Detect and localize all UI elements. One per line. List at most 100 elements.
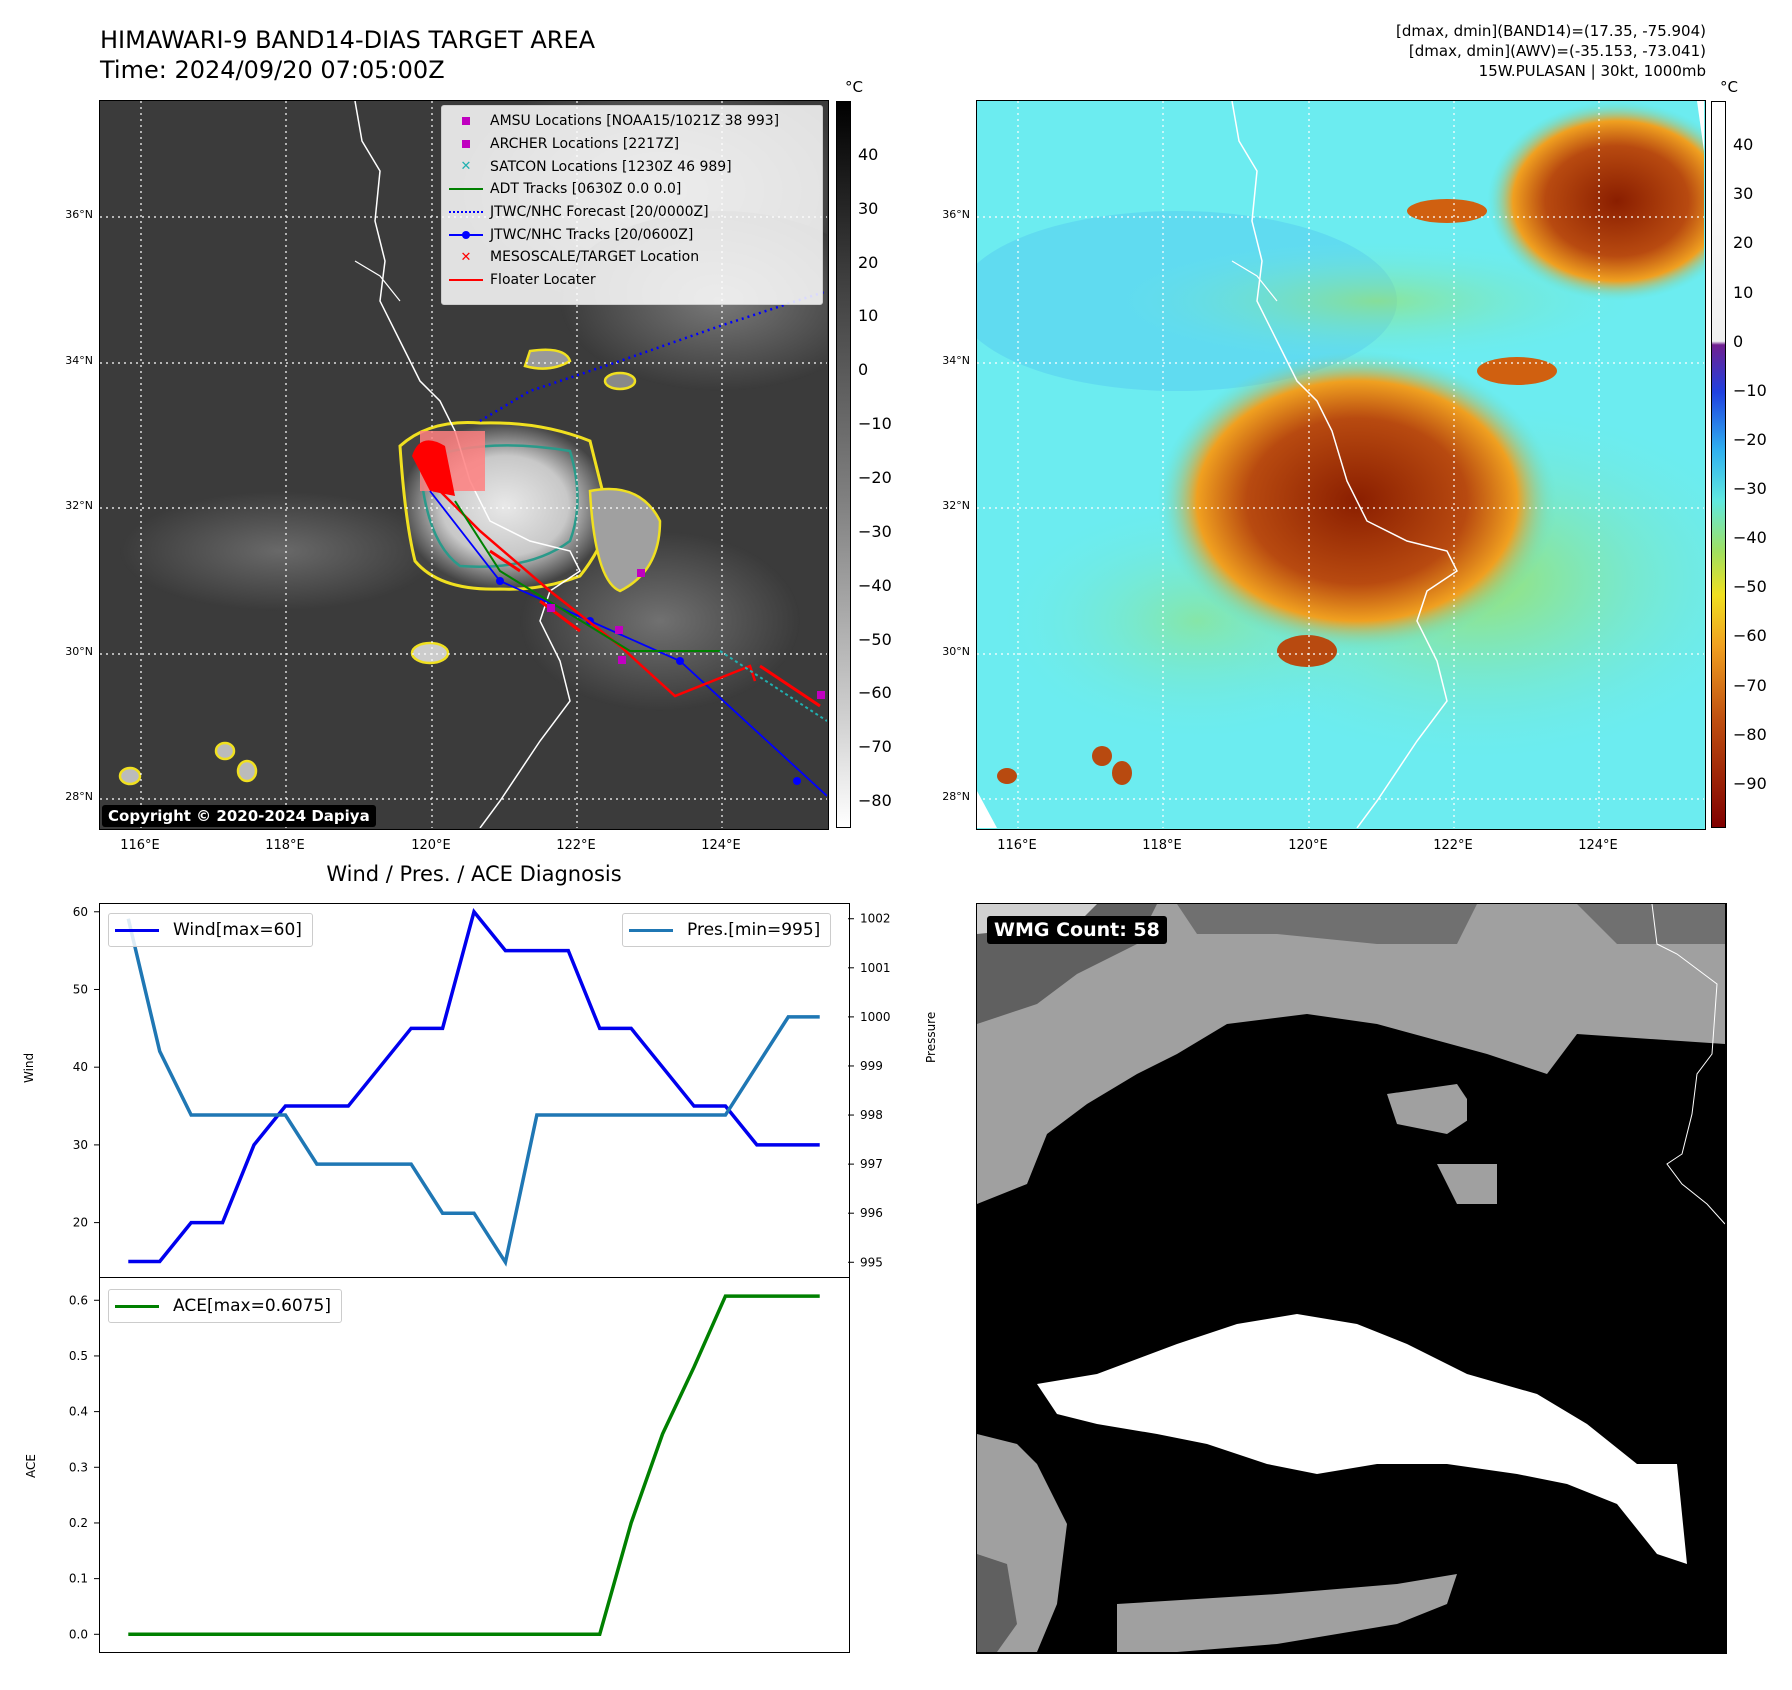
pressure-axis-label: Pressure <box>924 1011 938 1063</box>
colorbar-tick-label: −80 <box>858 791 892 811</box>
lat-tick-label: 30°N <box>942 645 970 658</box>
page-title: HIMAWARI-9 BAND14-DIAS TARGET AREA <box>100 26 596 54</box>
ace-chart: 0.0 0.1 0.2 0.3 0.4 0.5 0.6 <box>69 1277 850 1653</box>
y-tick-label: 30 <box>73 1138 88 1152</box>
legend-label: AMSU Locations [NOAA15/1021Z 38 993] <box>490 113 780 130</box>
y-tick-label: 60 <box>73 905 88 919</box>
y2-tick-label: 1002 <box>860 912 891 926</box>
y-tick-label: 0.3 <box>69 1460 88 1474</box>
colorbar-tick-label: −10 <box>1733 380 1767 400</box>
red-line-icon <box>449 279 483 282</box>
wind-legend-label: Wind[max=60] <box>173 920 302 940</box>
colorbar-tick-label: −20 <box>858 467 892 487</box>
wmg-image <box>977 904 1725 1652</box>
lon-tick-label: 118°E <box>265 838 305 853</box>
ace-line-icon <box>115 1304 159 1308</box>
dmax-awv: [dmax, dmin](AWV)=(-35.153, -73.041) <box>1408 42 1706 60</box>
y2-tick-label: 998 <box>860 1108 883 1122</box>
legend-label: ARCHER Locations [2217Z] <box>490 136 680 153</box>
wind-pressure-chart: 20 30 40 50 60 995 996 997 998 999 1000 1001 1002 <box>73 903 891 1279</box>
ace-legend: ACE[max=0.6075] <box>108 1289 342 1323</box>
lat-tick-label: 34°N <box>942 354 970 367</box>
y2-tick-label: 999 <box>860 1059 883 1073</box>
wind-legend: Wind[max=60] <box>108 913 313 947</box>
colorbar-tick-label: −30 <box>1733 479 1767 499</box>
ir-colorbar <box>836 101 851 828</box>
lat-tick-label: 32°N <box>65 499 93 512</box>
y-tick-label: 0.6 <box>69 1293 88 1307</box>
magenta-square-icon <box>462 117 470 126</box>
storm-info: 15W.PULASAN | 30kt, 1000mb <box>1478 62 1706 80</box>
pressure-legend: Pres.[min=995] <box>622 913 832 947</box>
color-map-panel <box>976 100 1706 830</box>
colorbar-tick-label: −30 <box>858 521 892 541</box>
wind-line-icon <box>115 928 159 932</box>
legend-satcon: ✕ SATCON Locations [1230Z 46 989] <box>442 155 822 178</box>
lon-tick-label: 120°E <box>1288 838 1328 853</box>
y-tick-label: 40 <box>73 1060 88 1074</box>
legend-label: SATCON Locations [1230Z 46 989] <box>490 158 732 175</box>
colorbar-tick-label: 20 <box>1733 233 1754 253</box>
colorbar-tick-label: −70 <box>1733 675 1767 695</box>
pressure-legend-label: Pres.[min=995] <box>687 920 821 940</box>
y2-tick-label: 995 <box>860 1255 883 1269</box>
colorbar-tick-label: −50 <box>1733 577 1767 597</box>
y-tick-label: 0.0 <box>69 1627 88 1641</box>
y2-tick-label: 997 <box>860 1157 883 1171</box>
lat-tick-label: 34°N <box>65 354 93 367</box>
lon-tick-label: 122°E <box>1433 838 1473 853</box>
colorbar-tick-label: 40 <box>1733 135 1754 155</box>
colorbar-tick-label: 30 <box>1733 184 1754 204</box>
red-x-icon: ✕ <box>460 249 472 265</box>
legend-archer: ARCHER Locations [2217Z] <box>442 133 822 156</box>
lat-tick-label: 32°N <box>942 499 970 512</box>
legend-adt: ADT Tracks [0630Z 0.0 0.0] <box>442 178 822 201</box>
wind-axis-label: Wind <box>22 1052 36 1083</box>
y2-tick-label: 1001 <box>860 961 891 975</box>
legend-jtwc-forecast: JTWC/NHC Forecast [20/0000Z] <box>442 201 822 224</box>
legend-label: ADT Tracks [0630Z 0.0 0.0] <box>490 181 682 198</box>
lon-tick-label: 122°E <box>556 838 596 853</box>
dmax-band14: [dmax, dmin](BAND14)=(17.35, -75.904) <box>1395 22 1706 40</box>
lat-tick-label: 36°N <box>65 208 93 221</box>
green-line-icon <box>449 188 483 191</box>
teal-x-icon: ✕ <box>460 159 472 175</box>
colorbar-tick-label: −20 <box>1733 429 1767 449</box>
y-tick-label: 50 <box>73 982 88 996</box>
copyright-badge: Copyright © 2020-2024 Dapiya <box>102 805 376 827</box>
y2-tick-label: 996 <box>860 1206 883 1220</box>
blue-line-dot-icon <box>449 230 483 239</box>
legend-label: Floater Locater <box>490 272 596 289</box>
ir-map-panel: Copyright © 2020-2024 Dapiya AMSU Locati… <box>99 100 829 830</box>
map-legend: AMSU Locations [NOAA15/1021Z 38 993] ARC… <box>441 105 823 305</box>
colorbar-tick-label: 30 <box>858 198 879 218</box>
pressure-series-line <box>126 918 820 1267</box>
blue-dotted-line-icon <box>449 211 483 214</box>
color-colorbar <box>1711 101 1726 828</box>
colorbar-tick-label: −80 <box>1733 724 1767 744</box>
legend-label: JTWC/NHC Forecast [20/0000Z] <box>490 204 709 221</box>
colorbar-tick-label: 10 <box>858 306 879 326</box>
legend-label: MESOSCALE/TARGET Location <box>490 249 700 266</box>
lon-tick-label: 124°E <box>1578 838 1618 853</box>
colorbar-tick-label: 0 <box>858 360 869 380</box>
y-tick-label: 0.2 <box>69 1516 88 1530</box>
colorbar-tick-label: −40 <box>858 575 892 595</box>
ace-legend-label: ACE[max=0.6075] <box>173 1296 331 1316</box>
legend-mesoscale: ✕ MESOSCALE/TARGET Location <box>442 246 822 269</box>
lat-tick-label: 30°N <box>65 645 93 658</box>
lon-tick-label: 120°E <box>411 838 451 853</box>
wmg-panel: WMG Count: 58 <box>976 903 1727 1654</box>
colorbar-tick-label: −70 <box>858 737 892 757</box>
colorbar-tick-label: 40 <box>858 144 879 164</box>
ace-axis-label: ACE <box>24 1454 38 1478</box>
colorbar-tick-label: −50 <box>858 629 892 649</box>
ace-plot: 0.0 0.1 0.2 0.3 0.4 0.5 0.6 <box>69 1293 820 1641</box>
lon-tick-label: 124°E <box>701 838 741 853</box>
y-tick-label: 0.5 <box>69 1349 88 1363</box>
colorbar-tick-label: −60 <box>858 683 892 703</box>
colorbar-tick-label: −40 <box>1733 528 1767 548</box>
legend-label: JTWC/NHC Tracks [20/0600Z] <box>490 226 694 243</box>
y-tick-label: 20 <box>73 1216 88 1230</box>
colorbar-tick-label: 0 <box>1733 331 1744 351</box>
